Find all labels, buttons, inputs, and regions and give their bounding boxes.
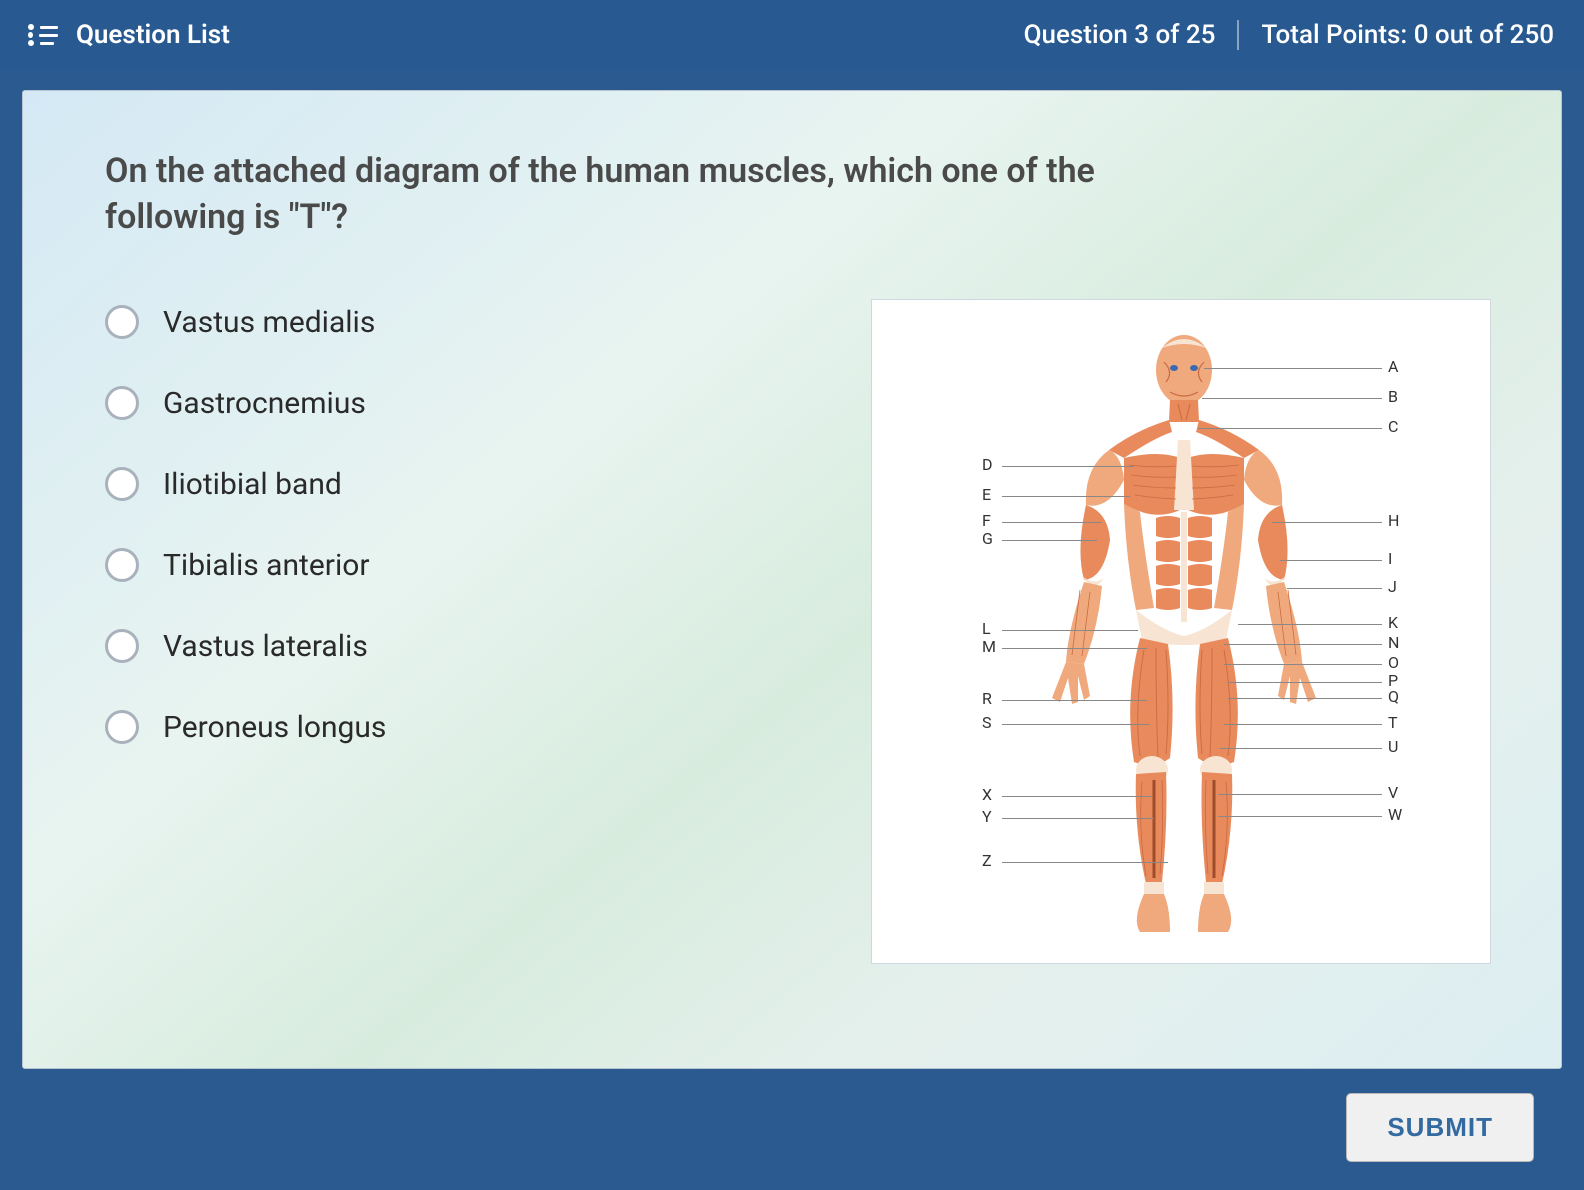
- label-line: [1202, 398, 1382, 399]
- diagram-label-M: M: [982, 639, 996, 655]
- diagram-label-Y: Y: [982, 809, 992, 825]
- diagram-label-N: N: [1388, 635, 1399, 651]
- diagram-label-G: G: [982, 531, 993, 547]
- label-line: [1002, 466, 1134, 467]
- question-progress: Question 3 of 25: [1024, 20, 1216, 50]
- anatomy-figure: [872, 300, 1491, 964]
- diagram-label-I: I: [1388, 551, 1392, 567]
- diagram-label-R: R: [982, 691, 992, 707]
- list-icon: [28, 24, 58, 46]
- option-label: Tibialis anterior: [163, 548, 370, 583]
- option-5[interactable]: Peroneus longus: [105, 710, 386, 745]
- label-line: [1272, 522, 1382, 523]
- question-card: On the attached diagram of the human mus…: [22, 90, 1562, 1069]
- option-label: Peroneus longus: [163, 710, 386, 745]
- label-line: [1224, 724, 1382, 725]
- header-divider: [1237, 20, 1239, 50]
- diagram-label-Q: Q: [1388, 689, 1399, 705]
- question-text: On the attached diagram of the human mus…: [105, 149, 1105, 241]
- diagram-panel: DEFGLMRSXYZABCHIJKNOPQTUVW: [871, 299, 1491, 964]
- diagram-label-U: U: [1388, 739, 1398, 755]
- label-line: [1228, 698, 1382, 699]
- label-line: [1287, 588, 1382, 589]
- diagram-label-B: B: [1388, 389, 1398, 405]
- option-label: Gastrocnemius: [163, 386, 366, 421]
- header-status: Question 3 of 25 Total Points: 0 out of …: [1024, 20, 1554, 50]
- submit-button[interactable]: SUBMIT: [1346, 1093, 1534, 1162]
- points-progress: Total Points: 0 out of 250: [1261, 20, 1554, 50]
- label-line: [1002, 700, 1147, 701]
- label-line: [1002, 630, 1138, 631]
- diagram-label-F: F: [982, 513, 991, 529]
- diagram-label-D: D: [982, 457, 993, 473]
- question-body: Vastus medialis Gastrocnemius Iliotibial b…: [105, 299, 1491, 964]
- diagram-label-C: C: [1388, 419, 1398, 435]
- footer: SUBMIT: [22, 1069, 1562, 1190]
- label-line: [1280, 560, 1382, 561]
- label-line: [1002, 818, 1154, 819]
- diagram-label-E: E: [982, 487, 991, 503]
- question-list-label: Question List: [76, 20, 230, 50]
- option-label: Vastus medialis: [163, 305, 375, 340]
- option-2[interactable]: Iliotibial band: [105, 467, 386, 502]
- header-bar: Question List Question 3 of 25 Total Poi…: [0, 0, 1584, 70]
- diagram-label-L: L: [982, 621, 991, 637]
- label-line: [1002, 796, 1152, 797]
- label-line: [1224, 644, 1382, 645]
- diagram-label-T: T: [1388, 715, 1398, 731]
- radio-icon[interactable]: [105, 548, 139, 582]
- label-line: [1002, 522, 1102, 523]
- option-label: Vastus lateralis: [163, 629, 368, 664]
- content-area: On the attached diagram of the human mus…: [0, 70, 1584, 1190]
- radio-icon[interactable]: [105, 305, 139, 339]
- diagram-label-A: A: [1388, 359, 1398, 375]
- diagram-label-O: O: [1388, 655, 1399, 671]
- question-list-button[interactable]: Question List: [28, 20, 230, 50]
- option-0[interactable]: Vastus medialis: [105, 305, 386, 340]
- label-line: [1218, 794, 1382, 795]
- label-line: [1002, 724, 1150, 725]
- radio-icon[interactable]: [105, 467, 139, 501]
- label-line: [1204, 368, 1382, 369]
- label-line: [1002, 540, 1097, 541]
- option-label: Iliotibial band: [163, 467, 342, 502]
- label-line: [1002, 496, 1130, 497]
- diagram-label-V: V: [1388, 785, 1398, 801]
- label-line: [1218, 816, 1382, 817]
- label-line: [1002, 648, 1147, 649]
- label-line: [1228, 682, 1382, 683]
- label-line: [1224, 664, 1382, 665]
- label-line: [1198, 428, 1382, 429]
- option-4[interactable]: Vastus lateralis: [105, 629, 386, 664]
- diagram-label-J: J: [1388, 579, 1397, 595]
- diagram-label-X: X: [982, 787, 992, 803]
- label-line: [1220, 748, 1382, 749]
- quiz-app: Question List Question 3 of 25 Total Poi…: [0, 0, 1584, 1190]
- diagram-label-S: S: [982, 715, 992, 731]
- diagram-label-K: K: [1388, 615, 1398, 631]
- diagram-label-H: H: [1388, 513, 1399, 529]
- radio-icon[interactable]: [105, 386, 139, 420]
- label-line: [1002, 862, 1168, 863]
- diagram-label-W: W: [1388, 807, 1402, 823]
- option-3[interactable]: Tibialis anterior: [105, 548, 386, 583]
- radio-icon[interactable]: [105, 629, 139, 663]
- option-1[interactable]: Gastrocnemius: [105, 386, 386, 421]
- options-list: Vastus medialis Gastrocnemius Iliotibial b…: [105, 299, 386, 745]
- label-line: [1238, 624, 1382, 625]
- radio-icon[interactable]: [105, 710, 139, 744]
- diagram-label-Z: Z: [982, 853, 992, 869]
